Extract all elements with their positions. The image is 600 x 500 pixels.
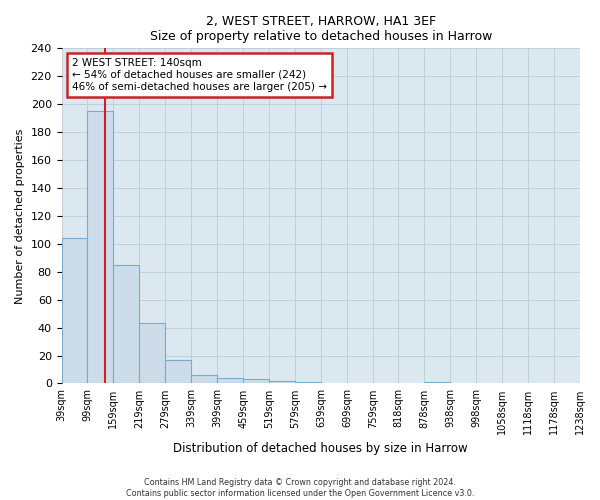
Bar xyxy=(424,382,450,384)
Bar xyxy=(62,238,88,384)
Y-axis label: Number of detached properties: Number of detached properties xyxy=(15,128,25,304)
Text: 2 WEST STREET: 140sqm
← 54% of detached houses are smaller (242)
46% of semi-det: 2 WEST STREET: 140sqm ← 54% of detached … xyxy=(72,58,327,92)
Bar xyxy=(269,380,295,384)
Bar xyxy=(295,382,321,384)
Bar xyxy=(166,360,191,384)
Bar xyxy=(139,324,166,384)
Text: Contains HM Land Registry data © Crown copyright and database right 2024.
Contai: Contains HM Land Registry data © Crown c… xyxy=(126,478,474,498)
Bar xyxy=(88,111,113,384)
Title: 2, WEST STREET, HARROW, HA1 3EF
Size of property relative to detached houses in : 2, WEST STREET, HARROW, HA1 3EF Size of … xyxy=(149,15,492,43)
Bar xyxy=(243,379,269,384)
Bar xyxy=(113,265,139,384)
Bar xyxy=(191,375,217,384)
Bar xyxy=(580,382,600,384)
X-axis label: Distribution of detached houses by size in Harrow: Distribution of detached houses by size … xyxy=(173,442,468,455)
Bar xyxy=(217,378,243,384)
